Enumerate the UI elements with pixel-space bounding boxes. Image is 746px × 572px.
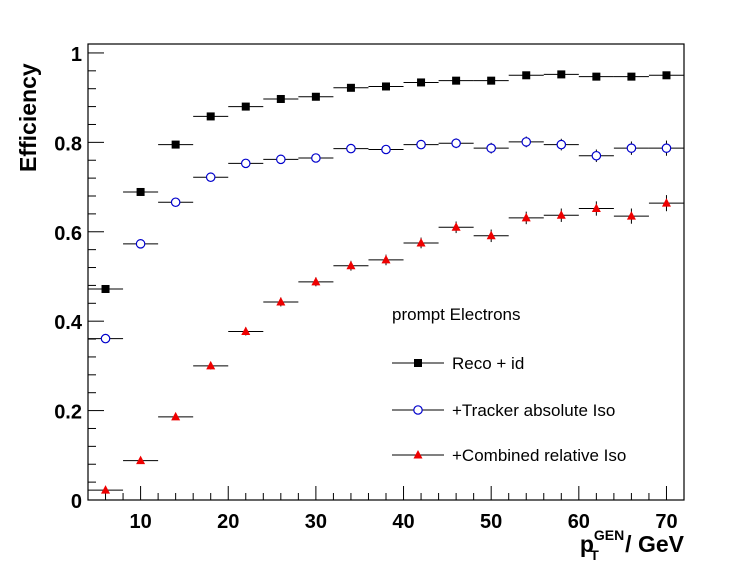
data-point bbox=[276, 296, 286, 306]
legend-title: prompt Electrons bbox=[392, 305, 521, 324]
y-tick-label: 0 bbox=[71, 491, 82, 513]
data-point bbox=[661, 143, 672, 153]
data-point bbox=[311, 153, 321, 163]
data-point bbox=[522, 71, 531, 80]
data-point bbox=[100, 333, 111, 344]
data-point bbox=[346, 83, 355, 92]
data-point bbox=[417, 78, 426, 87]
data-point bbox=[627, 72, 636, 81]
legend-marker bbox=[414, 359, 422, 367]
data-point bbox=[101, 485, 111, 494]
x-axis-label: pGEN T / GeV bbox=[580, 527, 685, 563]
data-point bbox=[451, 138, 461, 149]
data-point bbox=[486, 230, 496, 240]
y-tick-label: 0.4 bbox=[54, 312, 83, 334]
legend: prompt Electrons Reco + id +Tracker absol… bbox=[392, 305, 626, 465]
data-point bbox=[556, 210, 566, 219]
data-point bbox=[451, 222, 461, 231]
data-point bbox=[136, 187, 145, 196]
x-axis-label-sup: GEN bbox=[594, 527, 624, 543]
y-tick-label: 0.8 bbox=[54, 133, 82, 155]
data-point bbox=[206, 112, 215, 121]
data-point bbox=[486, 143, 496, 153]
data-point bbox=[346, 260, 356, 270]
x-tick-label: 20 bbox=[217, 511, 239, 533]
data-point bbox=[521, 137, 532, 147]
series-2 bbox=[88, 136, 684, 344]
data-point bbox=[240, 158, 251, 169]
x-axis-label-suffix: / GeV bbox=[619, 531, 685, 557]
data-point bbox=[452, 76, 461, 85]
x-axis-label-sub: T bbox=[590, 547, 599, 563]
data-point bbox=[626, 143, 637, 153]
x-tick-label: 50 bbox=[480, 511, 502, 533]
data-point bbox=[311, 92, 320, 101]
data-point bbox=[136, 455, 146, 465]
axis-ticks bbox=[88, 52, 685, 501]
data-point bbox=[416, 139, 426, 150]
legend-marker bbox=[413, 405, 423, 415]
data-point bbox=[171, 411, 181, 421]
data-point bbox=[171, 140, 180, 149]
data-point bbox=[487, 76, 496, 85]
x-tick-label: 10 bbox=[129, 511, 151, 533]
data-point bbox=[276, 94, 285, 103]
data-point bbox=[626, 211, 636, 220]
data-point bbox=[170, 197, 181, 208]
legend-entry-label: +Tracker absolute Iso bbox=[452, 401, 615, 420]
data-point bbox=[381, 254, 391, 264]
data-point bbox=[556, 139, 567, 150]
data-point bbox=[591, 203, 601, 213]
y-tick-labels: 0 0.2 0.4 0.6 0.8 1 bbox=[54, 44, 83, 513]
x-tick-labels: 10 20 30 40 50 60 70 bbox=[129, 511, 677, 533]
data-point bbox=[591, 150, 602, 161]
data-point bbox=[135, 239, 146, 249]
data-point bbox=[241, 326, 251, 335]
series-1 bbox=[88, 70, 684, 293]
legend-marker bbox=[413, 450, 423, 459]
x-tick-label: 30 bbox=[305, 511, 327, 533]
x-tick-label: 40 bbox=[392, 511, 414, 533]
data-point bbox=[557, 70, 566, 79]
data-point bbox=[241, 102, 250, 111]
data-point bbox=[416, 237, 426, 247]
series-3 bbox=[88, 195, 684, 494]
data-point bbox=[346, 143, 356, 154]
data-point bbox=[382, 82, 390, 91]
data-point bbox=[661, 198, 671, 207]
data-points bbox=[88, 70, 684, 494]
data-point bbox=[521, 212, 531, 222]
x-axis-label-base: p bbox=[580, 531, 594, 557]
legend-entry-label: Reco + id bbox=[452, 354, 524, 373]
y-axis-label: Efficiency bbox=[15, 63, 41, 172]
y-tick-label: 0.6 bbox=[54, 223, 82, 245]
data-point bbox=[311, 276, 321, 286]
y-tick-label: 1 bbox=[71, 44, 82, 66]
y-tick-label: 0.2 bbox=[54, 402, 82, 424]
x-tick-label: 70 bbox=[655, 511, 677, 533]
data-point bbox=[205, 172, 216, 183]
data-point bbox=[276, 154, 286, 165]
legend-entry-label: +Combined relative Iso bbox=[452, 446, 626, 465]
data-point bbox=[381, 144, 391, 155]
plot-frame bbox=[87, 43, 685, 501]
data-point bbox=[101, 284, 110, 293]
data-point bbox=[592, 72, 601, 81]
data-point bbox=[662, 71, 671, 80]
x-tick-label: 60 bbox=[568, 511, 590, 533]
data-point bbox=[206, 360, 216, 370]
